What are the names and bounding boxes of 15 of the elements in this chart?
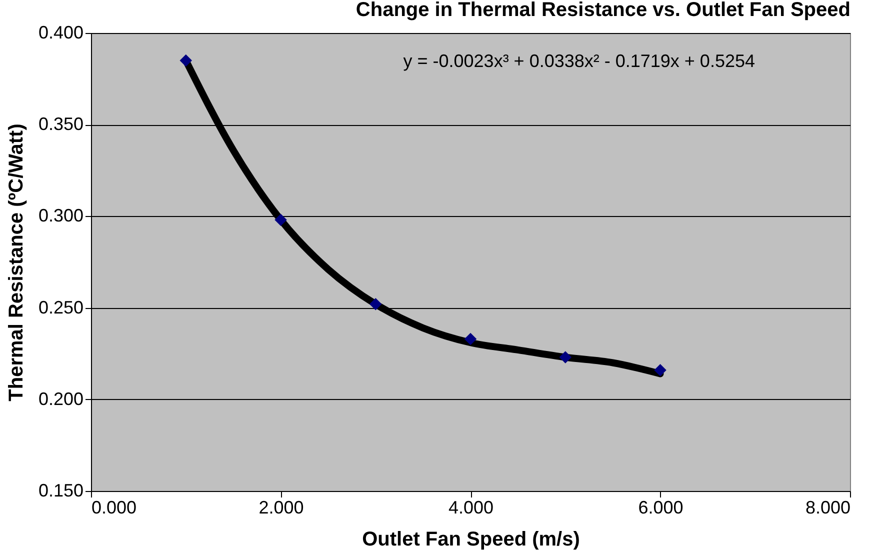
y-tick-label: 0.200 <box>38 388 84 409</box>
chart-title: Change in Thermal Resistance vs. Outlet Fan Speed <box>356 0 850 21</box>
y-tick-label: 0.150 <box>38 480 84 500</box>
y-tick-label: 0.300 <box>38 206 84 226</box>
x-tick-label: 0.000 <box>92 498 137 518</box>
x-tick-label: 6.000 <box>638 498 684 518</box>
y-tick-label: 0.350 <box>38 114 84 134</box>
x-tick-label: 2.000 <box>258 498 304 518</box>
y-tick-label: 0.400 <box>38 22 84 42</box>
y-tick-label: 0.250 <box>38 297 84 318</box>
x-axis-title: Outlet Fan Speed (m/s) <box>362 528 580 550</box>
annotation: y = -0.0023x³ + 0.0338x² - 0.1719x + 0.5254 <box>403 51 755 71</box>
x-tick-label: 8.000 <box>805 498 850 518</box>
x-tick-label: 4.000 <box>448 498 494 518</box>
y-axis-title: Thermal Resistance (ºC/Watt) <box>5 124 28 402</box>
